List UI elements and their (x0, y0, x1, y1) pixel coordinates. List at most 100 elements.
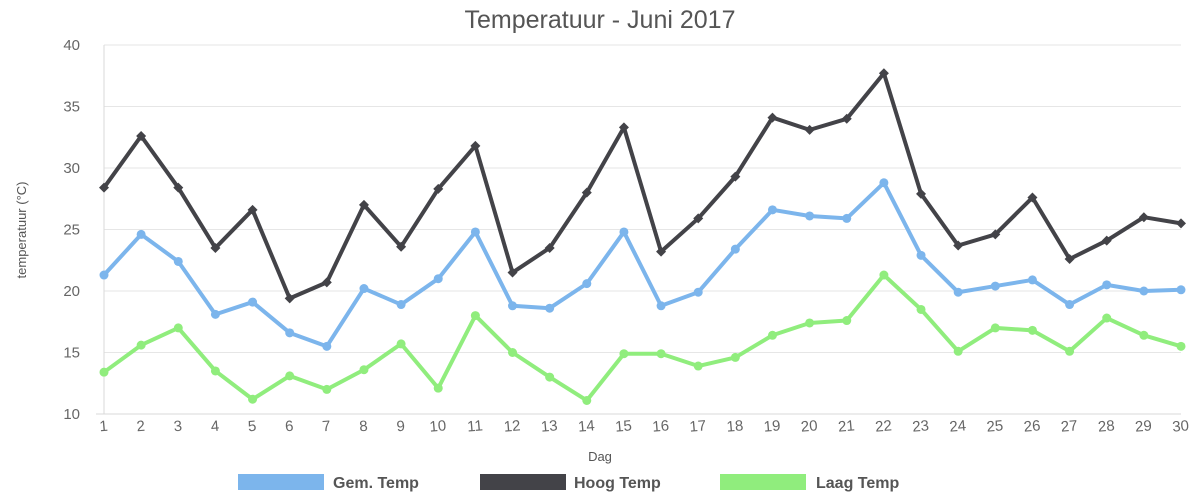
data-point[interactable] (730, 171, 741, 182)
data-point[interactable] (619, 227, 629, 237)
data-point[interactable] (1064, 254, 1075, 265)
data-point[interactable] (136, 131, 147, 142)
data-point[interactable] (693, 213, 704, 224)
data-point[interactable] (433, 183, 444, 194)
data-point[interactable] (545, 372, 555, 382)
data-point[interactable] (210, 309, 220, 319)
data-point[interactable] (396, 241, 407, 252)
data-point[interactable] (879, 178, 889, 188)
y-tick-label: 35 (63, 99, 80, 116)
data-point[interactable] (433, 383, 443, 393)
data-point[interactable] (879, 270, 889, 280)
data-point[interactable] (916, 250, 926, 260)
data-point[interactable] (1101, 235, 1112, 246)
data-point[interactable] (730, 352, 740, 362)
data-point[interactable] (1065, 346, 1075, 356)
data-point[interactable] (285, 371, 295, 381)
data-point[interactable] (99, 270, 109, 280)
data-point[interactable] (767, 330, 777, 340)
data-point[interactable] (841, 113, 852, 124)
data-point[interactable] (990, 323, 1000, 333)
data-point[interactable] (1027, 192, 1038, 203)
legend[interactable]: Gem. Temp Hoog Temp Laag Temp (238, 474, 900, 492)
data-point[interactable] (1027, 275, 1037, 285)
data-point[interactable] (916, 188, 927, 199)
data-point[interactable] (321, 277, 332, 288)
data-point[interactable] (544, 242, 555, 253)
data-point[interactable] (322, 341, 332, 351)
data-point[interactable] (284, 293, 295, 304)
data-point[interactable] (359, 365, 369, 375)
data-point[interactable] (656, 301, 666, 311)
data-point[interactable] (990, 281, 1000, 291)
data-point[interactable] (359, 284, 369, 294)
series-line (102, 180, 1183, 349)
data-point[interactable] (210, 366, 220, 376)
data-point[interactable] (173, 323, 183, 333)
data-point[interactable] (1102, 313, 1112, 323)
data-point[interactable] (1176, 341, 1186, 351)
data-point[interactable] (1027, 325, 1037, 335)
data-point[interactable] (470, 311, 480, 321)
data-point[interactable] (508, 348, 518, 357)
data-point[interactable] (396, 339, 406, 349)
data-point[interactable] (619, 349, 629, 359)
data-point[interactable] (1139, 286, 1149, 296)
data-point[interactable] (136, 229, 146, 239)
legend-item[interactable]: Gem. Temp (238, 474, 419, 492)
data-point[interactable] (99, 367, 109, 377)
data-point[interactable] (508, 301, 518, 311)
data-point[interactable] (507, 267, 518, 278)
data-point[interactable] (1176, 285, 1186, 295)
data-point[interactable] (99, 182, 109, 193)
data-point[interactable] (916, 304, 926, 314)
data-point[interactable] (1102, 280, 1112, 290)
data-point[interactable] (248, 297, 258, 307)
data-point[interactable] (582, 395, 592, 405)
data-point[interactable] (247, 204, 258, 215)
legend-item[interactable]: Hoog Temp (480, 474, 661, 492)
data-point[interactable] (618, 122, 629, 133)
data-point[interactable] (285, 328, 295, 338)
data-point[interactable] (396, 300, 406, 310)
data-point[interactable] (1065, 300, 1075, 310)
data-point[interactable] (842, 316, 852, 326)
data-point[interactable] (656, 349, 666, 359)
data-point[interactable] (136, 340, 146, 350)
data-point[interactable] (693, 361, 703, 371)
data-point[interactable] (1138, 212, 1149, 223)
data-point[interactable] (1139, 330, 1149, 340)
data-point[interactable] (805, 318, 815, 328)
data-point[interactable] (805, 211, 815, 221)
data-point[interactable] (1176, 218, 1186, 229)
data-point[interactable] (953, 240, 964, 251)
data-point[interactable] (173, 182, 184, 193)
series-hoog-temp[interactable] (99, 68, 1186, 304)
data-point[interactable] (173, 256, 183, 266)
data-point[interactable] (730, 244, 740, 254)
data-point[interactable] (358, 199, 369, 210)
data-point[interactable] (322, 384, 332, 394)
data-point[interactable] (842, 213, 852, 223)
data-point[interactable] (953, 346, 963, 356)
data-point[interactable] (545, 303, 555, 313)
data-point[interactable] (582, 279, 592, 289)
data-point[interactable] (953, 287, 963, 297)
series-laag-temp[interactable] (99, 270, 1186, 405)
data-point[interactable] (470, 227, 480, 237)
data-point[interactable] (693, 287, 703, 297)
legend-item[interactable]: Laag Temp (720, 474, 900, 492)
data-point[interactable] (990, 229, 1001, 240)
data-point[interactable] (767, 112, 778, 123)
data-point[interactable] (767, 205, 777, 215)
data-point[interactable] (878, 68, 889, 79)
data-point[interactable] (804, 124, 815, 135)
data-point[interactable] (433, 274, 443, 284)
series-gem-temp[interactable] (99, 178, 1186, 351)
data-point[interactable] (470, 140, 481, 151)
x-tick-label: 9 (396, 418, 406, 436)
data-point[interactable] (581, 187, 592, 198)
data-point[interactable] (248, 394, 258, 404)
data-point[interactable] (210, 242, 221, 253)
data-point[interactable] (656, 246, 667, 257)
